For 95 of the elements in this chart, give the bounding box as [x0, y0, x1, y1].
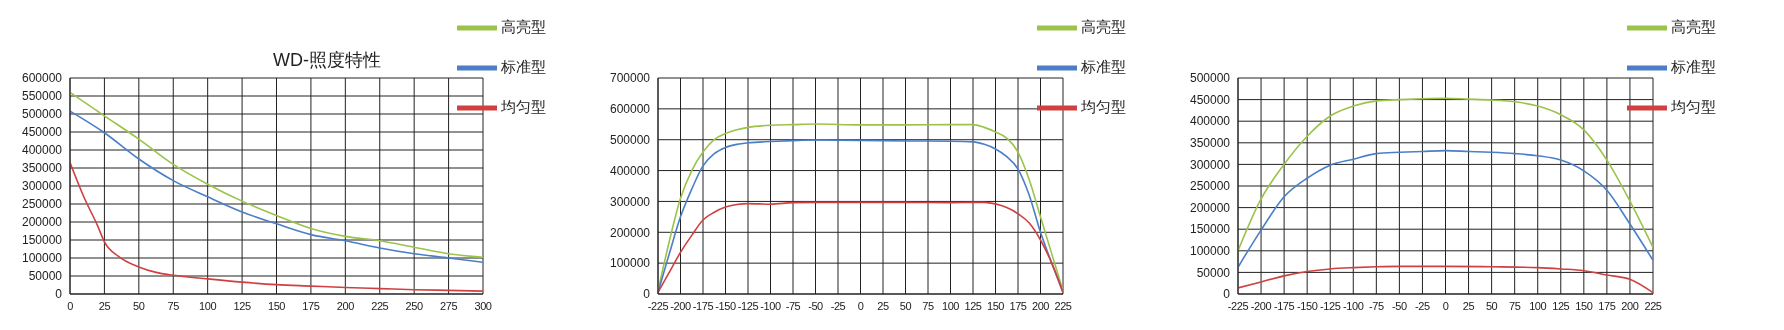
- y-tick-label: 600000: [609, 102, 651, 117]
- x-tick-label: 175: [1598, 299, 1616, 312]
- y-tick-label: 150000: [1189, 222, 1231, 237]
- y-tick-label: 200000: [609, 225, 651, 240]
- x-tick-label: -100: [1343, 299, 1364, 312]
- y-tick-label: 100000: [1189, 244, 1231, 259]
- x-tick-label: 0: [67, 299, 74, 312]
- y-tick-label: 50000: [28, 269, 63, 284]
- y-tick-label: 250000: [21, 197, 63, 212]
- line-series: [1238, 149, 1653, 269]
- legend-label: 标准型: [1671, 57, 1716, 75]
- y-tick-label: 550000: [21, 89, 63, 104]
- x-tick-label: -25: [1415, 299, 1431, 312]
- y-tick-label: 300000: [1189, 157, 1231, 172]
- y-tick-label: 500000: [609, 132, 651, 147]
- x-tick-label: 0: [857, 299, 864, 312]
- x-tick-label: 50: [899, 299, 912, 312]
- y-tick-label: 400000: [1189, 114, 1231, 129]
- x-tick-label: -175: [1273, 299, 1295, 312]
- x-tick-label: 150: [986, 299, 1005, 312]
- x-tick-label: 175: [1009, 299, 1027, 312]
- legend-label: 均匀型: [1081, 97, 1126, 115]
- y-tick-label: 600000: [21, 71, 63, 86]
- x-tick-label: -225: [647, 299, 669, 312]
- chart-title: WD-照度特性: [273, 50, 381, 70]
- x-tick-label: 75: [922, 299, 934, 312]
- x-tick-label: -50: [1392, 299, 1408, 312]
- x-tick-label: 175: [302, 299, 320, 312]
- legend-label: 标准型: [1081, 57, 1126, 75]
- y-tick-label: 500000: [1189, 71, 1231, 86]
- y-tick-label: 450000: [1189, 92, 1231, 107]
- x-tick-label: 150: [267, 299, 286, 312]
- x-tick-label: 50: [1485, 299, 1498, 312]
- x-tick-label: 200: [1031, 299, 1050, 312]
- y-tick-label: 400000: [21, 143, 63, 158]
- x-tick-label: -125: [737, 299, 759, 312]
- y-tick-label: 700000: [609, 71, 651, 86]
- x-tick-label: 125: [1552, 299, 1570, 312]
- legend-label: 高亮型: [1081, 17, 1126, 35]
- x-tick-label: -200: [670, 299, 691, 312]
- x-tick-label: 100: [199, 299, 217, 312]
- legend-label: 高亮型: [501, 17, 546, 35]
- y-tick-label: 50000: [1196, 265, 1231, 280]
- x-tick-label: -125: [1320, 299, 1341, 312]
- y-tick-label: 350000: [1189, 136, 1231, 151]
- legend-label: 均匀型: [1671, 97, 1716, 115]
- x-tick-label: -200: [1250, 299, 1272, 312]
- x-tick-label: 0: [1442, 299, 1449, 312]
- x-tick-label: 300: [474, 299, 492, 312]
- x-tick-label: -175: [692, 299, 714, 312]
- y-tick-label: 200000: [1189, 200, 1231, 215]
- x-tick-label: -150: [715, 299, 736, 312]
- y-tick-label: 100000: [609, 256, 651, 271]
- x-tick-label: 225: [1054, 299, 1072, 312]
- x-tick-label: 100: [1529, 299, 1547, 312]
- y-tick-label: 400000: [609, 163, 651, 178]
- y-tick-label: 0: [1223, 287, 1231, 302]
- x-tick-label: 25: [98, 299, 111, 312]
- y-tick-label: 300000: [21, 179, 63, 194]
- x-tick-label: 225: [371, 299, 389, 312]
- y-tick-label: 250000: [1189, 179, 1231, 194]
- x-tick-label: 150: [1575, 299, 1593, 312]
- x-tick-label: 75: [167, 299, 180, 312]
- y-tick-label: 150000: [21, 233, 63, 248]
- x-tick-label: 25: [877, 299, 889, 312]
- x-tick-label: -25: [830, 299, 846, 312]
- x-tick-label: -150: [1296, 299, 1318, 312]
- x-tick-label: 125: [964, 299, 982, 312]
- y-tick-label: 200000: [21, 215, 63, 230]
- y-tick-label: 500000: [21, 107, 63, 122]
- x-tick-label: -100: [760, 299, 781, 312]
- x-tick-label: 50: [133, 299, 145, 312]
- x-tick-label: 275: [440, 299, 458, 312]
- x-tick-label: 200: [1621, 299, 1639, 312]
- x-tick-label: -75: [785, 299, 801, 312]
- legend-label: 标准型: [501, 57, 546, 75]
- legend-label: 均匀型: [501, 97, 546, 115]
- y-tick-label: 0: [55, 287, 63, 302]
- y-tick-label: 300000: [609, 194, 651, 209]
- legend-label: 高亮型: [1671, 17, 1716, 35]
- x-tick-label: 225: [1644, 299, 1662, 312]
- x-tick-label: 75: [1508, 299, 1521, 312]
- x-tick-label: 25: [1462, 299, 1475, 312]
- x-tick-label: -50: [808, 299, 824, 312]
- x-tick-label: 125: [233, 299, 251, 312]
- x-tick-label: 100: [941, 299, 960, 312]
- x-tick-label: -75: [1368, 299, 1384, 312]
- line-series: [1238, 97, 1653, 252]
- x-tick-label: 200: [336, 299, 355, 312]
- x-tick-label: 250: [405, 299, 424, 312]
- y-tick-label: 450000: [21, 125, 63, 140]
- y-tick-label: 0: [643, 287, 651, 302]
- y-tick-label: 350000: [21, 161, 63, 176]
- x-tick-label: -225: [1227, 299, 1249, 312]
- y-tick-label: 100000: [21, 251, 63, 266]
